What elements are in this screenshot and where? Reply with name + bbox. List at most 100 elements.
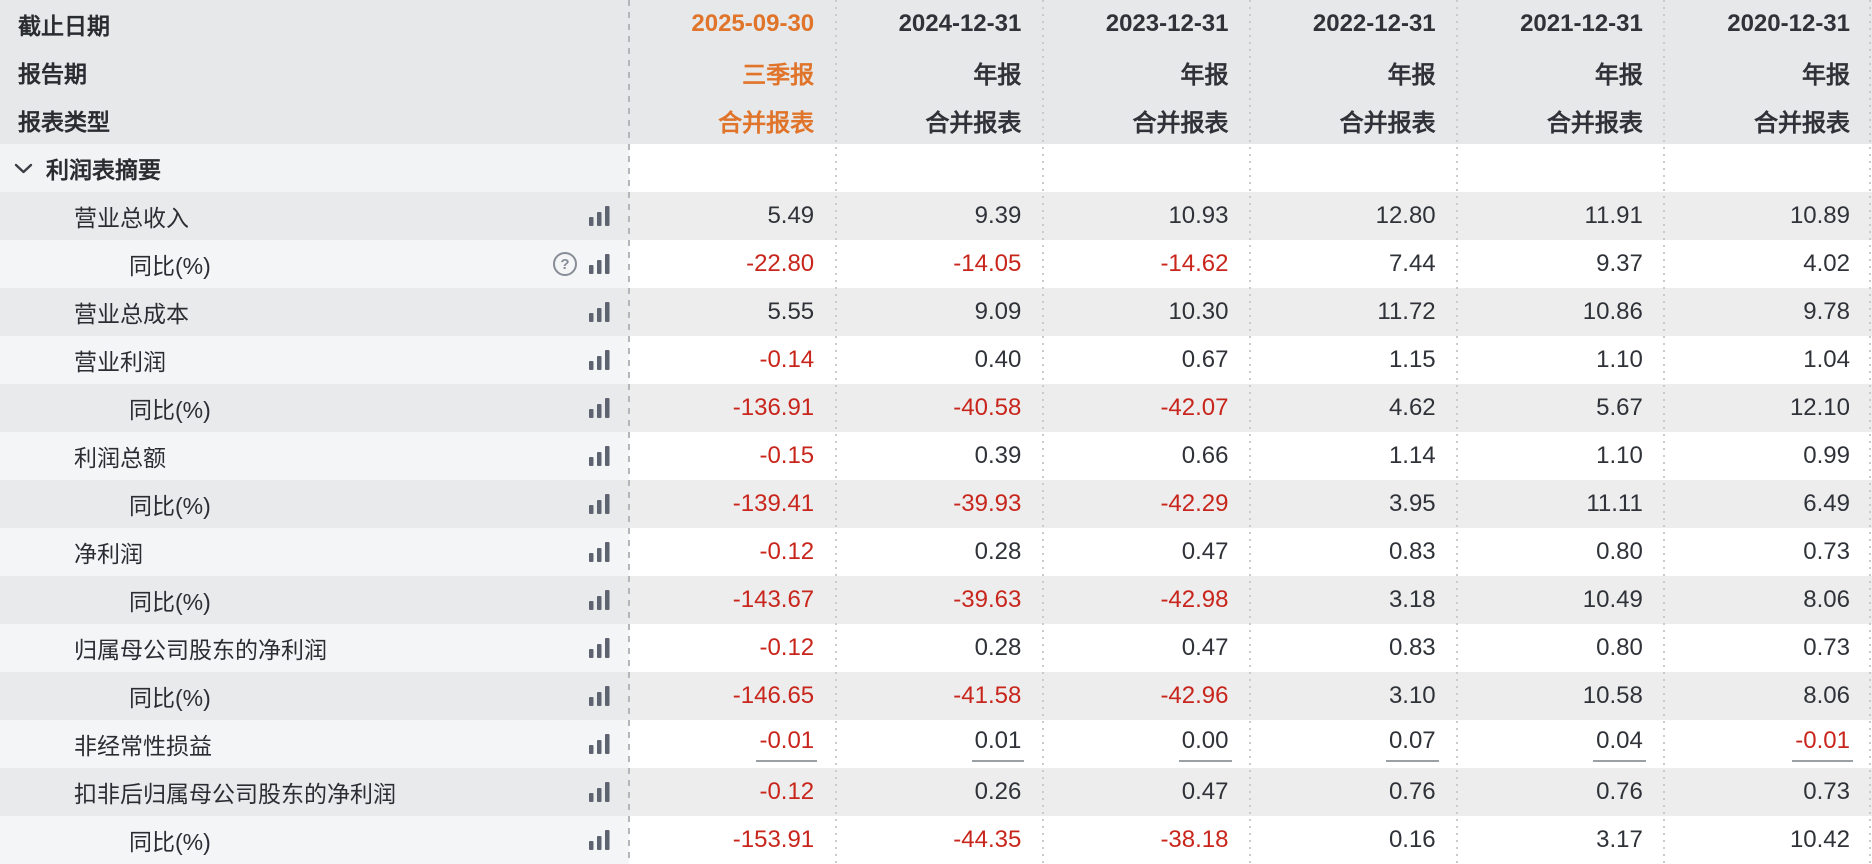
bar-chart-icon[interactable] (589, 252, 611, 276)
value: 11.91 (1584, 202, 1643, 229)
header-value-cell: 合并报表 (1251, 96, 1458, 144)
header-value: 年报 (1180, 61, 1229, 89)
value: -0.14 (759, 346, 815, 373)
value: 10.30 (1168, 298, 1229, 325)
section-empty-cell (1250, 144, 1458, 192)
value: 8.06 (1803, 586, 1850, 613)
value: 4.62 (1388, 394, 1436, 421)
bar-chart-icon[interactable] (589, 492, 611, 516)
section-empty-cell (836, 144, 1044, 192)
value: 0.83 (1388, 634, 1436, 661)
row-icons (589, 396, 629, 420)
bar-chart-icon[interactable] (589, 732, 611, 756)
section-label-cell[interactable]: 利润表摘要 (0, 144, 629, 192)
table-row: 营业利润 -0.14 0.40 0.67 1.15 1.10 1.04 (0, 336, 1872, 384)
value-cell: 5.67 (1457, 384, 1665, 432)
value: 0.73 (1803, 538, 1850, 565)
value-cell: -40.58 (836, 384, 1044, 432)
value-cell: -136.91 (629, 384, 837, 432)
value: 10.58 (1582, 682, 1643, 709)
value-cell: 12.80 (1250, 192, 1458, 240)
value-cell: 10.49 (1457, 576, 1665, 624)
header-value: 合并报表 (925, 109, 1022, 137)
row-label-cell: 营业总成本 (0, 288, 629, 336)
value-cell: 0.80 (1457, 624, 1665, 672)
bar-chart-icon[interactable] (589, 396, 611, 420)
value[interactable]: 0.01 (971, 727, 1025, 762)
value: 0.47 (1181, 634, 1229, 661)
value-cell: 1.10 (1457, 432, 1665, 480)
value: -41.58 (953, 682, 1022, 709)
value-cell: 0.28 (836, 624, 1044, 672)
value: 8.06 (1803, 682, 1850, 709)
bar-chart-icon[interactable] (589, 444, 611, 468)
header-value: 合并报表 (718, 109, 815, 137)
section-header-row[interactable]: 利润表摘要 (0, 144, 1872, 192)
value-cell: -39.63 (836, 576, 1044, 624)
value[interactable]: -0.01 (1792, 727, 1853, 762)
header-row-label: 截止日期 (18, 13, 110, 39)
value-cell: -44.35 (836, 816, 1044, 864)
bar-chart-icon[interactable] (589, 588, 611, 612)
header-value: 年报 (1594, 61, 1643, 89)
value-cell: 3.18 (1250, 576, 1458, 624)
value: 0.28 (974, 538, 1022, 565)
value: 7.44 (1388, 250, 1436, 277)
table-row: 同比(%) -146.65 -41.58 -42.96 3.10 10.58 8.06 (0, 672, 1872, 720)
value: -14.05 (953, 250, 1022, 277)
value-cell: -22.80 (629, 240, 837, 288)
value[interactable]: 0.00 (1178, 727, 1232, 762)
value-cell: 1.04 (1664, 336, 1872, 384)
value-cell: -153.91 (629, 816, 837, 864)
value-cell: 0.47 (1043, 624, 1251, 672)
value: -42.29 (1160, 490, 1229, 517)
value: 10.42 (1789, 826, 1850, 853)
row-label-cell: 利润总额 (0, 432, 629, 480)
header-row-label-cell: 截止日期 (0, 0, 629, 48)
value: 1.10 (1596, 346, 1643, 373)
row-label: 营业总成本 (74, 301, 189, 327)
value-cell: -0.15 (629, 432, 837, 480)
header-row: 报告期 三季报 年报 年报 年报 年报 年报 (0, 48, 1872, 96)
bar-chart-icon[interactable] (589, 204, 611, 228)
value: 1.10 (1596, 442, 1643, 469)
row-icons (589, 636, 629, 660)
bar-chart-icon[interactable] (589, 828, 611, 852)
header-value-cell: 年报 (1665, 48, 1872, 96)
row-icons (589, 348, 629, 372)
help-icon[interactable]: ? (553, 252, 577, 276)
table-row: 同比(%) -139.41 -39.93 -42.29 3.95 11.11 6.49 (0, 480, 1872, 528)
value: -153.91 (732, 826, 815, 853)
value-cell: -42.07 (1043, 384, 1251, 432)
value: 11.11 (1586, 490, 1643, 517)
value: -143.67 (732, 586, 815, 613)
value: 5.49 (767, 202, 815, 229)
bar-chart-icon[interactable] (589, 636, 611, 660)
table-row: 同比(%) -153.91 -44.35 -38.18 0.16 3.17 10.42 (0, 816, 1872, 864)
chevron-down-icon[interactable] (14, 163, 33, 174)
value: -22.80 (746, 250, 815, 277)
value-cell: 0.00 (1043, 720, 1251, 768)
value[interactable]: 0.07 (1385, 727, 1439, 762)
bar-chart-icon[interactable] (589, 540, 611, 564)
value: 1.14 (1388, 442, 1436, 469)
bar-chart-icon[interactable] (589, 348, 611, 372)
value-cell: 0.73 (1664, 528, 1872, 576)
header-value-cell: 合并报表 (1043, 96, 1250, 144)
value: 6.49 (1803, 490, 1850, 517)
value-cell: -0.12 (629, 528, 837, 576)
value: -0.12 (759, 634, 815, 661)
value: 11.72 (1377, 298, 1436, 325)
bar-chart-icon[interactable] (589, 300, 611, 324)
value[interactable]: -0.01 (756, 727, 818, 762)
value: -44.35 (953, 826, 1022, 853)
value[interactable]: 0.04 (1593, 727, 1646, 762)
bar-chart-icon[interactable] (589, 780, 611, 804)
header-value-cell: 2025-09-30 (629, 0, 836, 48)
value-cell: 0.07 (1250, 720, 1458, 768)
header-value: 2025-09-30 (691, 10, 815, 37)
value-cell: 0.66 (1043, 432, 1251, 480)
row-label: 非经常性损益 (74, 733, 212, 759)
bar-chart-icon[interactable] (589, 684, 611, 708)
header-value: 2020-12-31 (1727, 10, 1850, 37)
